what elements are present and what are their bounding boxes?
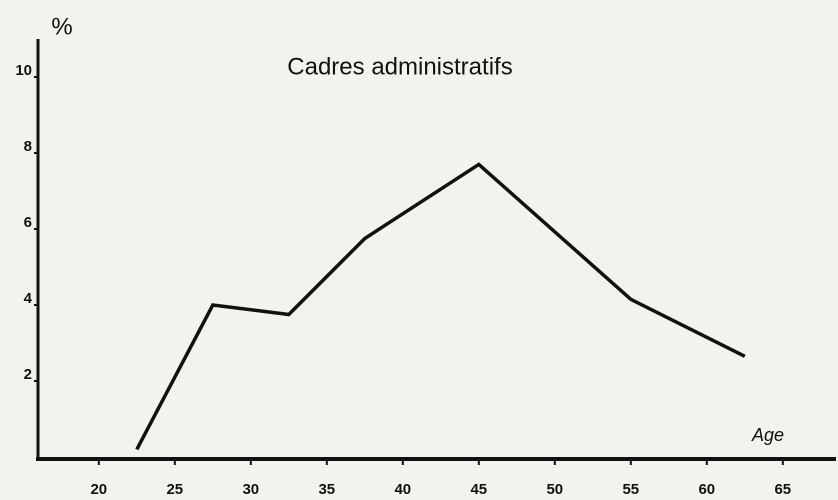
x-tick-label: 65 <box>774 481 791 498</box>
y-tick-label: 2 <box>24 366 32 383</box>
x-tick-label: 20 <box>90 481 107 498</box>
y-tick-label: 8 <box>24 138 32 155</box>
x-axis-label: Age <box>751 425 784 445</box>
x-tick-label: 50 <box>546 481 563 498</box>
x-tick-label: 60 <box>698 481 715 498</box>
x-tick-label: 25 <box>166 481 183 498</box>
data-line <box>135 162 746 451</box>
x-tick-label: 30 <box>242 481 259 498</box>
x-tick-label: 35 <box>318 481 335 498</box>
x-tick-label: 45 <box>470 481 487 498</box>
x-tick-label: 55 <box>622 481 639 498</box>
y-tick-label: 6 <box>24 214 32 231</box>
y-axis-label: % <box>51 13 72 40</box>
x-tick-label: 40 <box>394 481 411 498</box>
chart-title: Cadres administratifs <box>287 53 512 80</box>
y-tick-label: 10 <box>15 62 32 79</box>
y-tick-label: 4 <box>24 290 33 307</box>
